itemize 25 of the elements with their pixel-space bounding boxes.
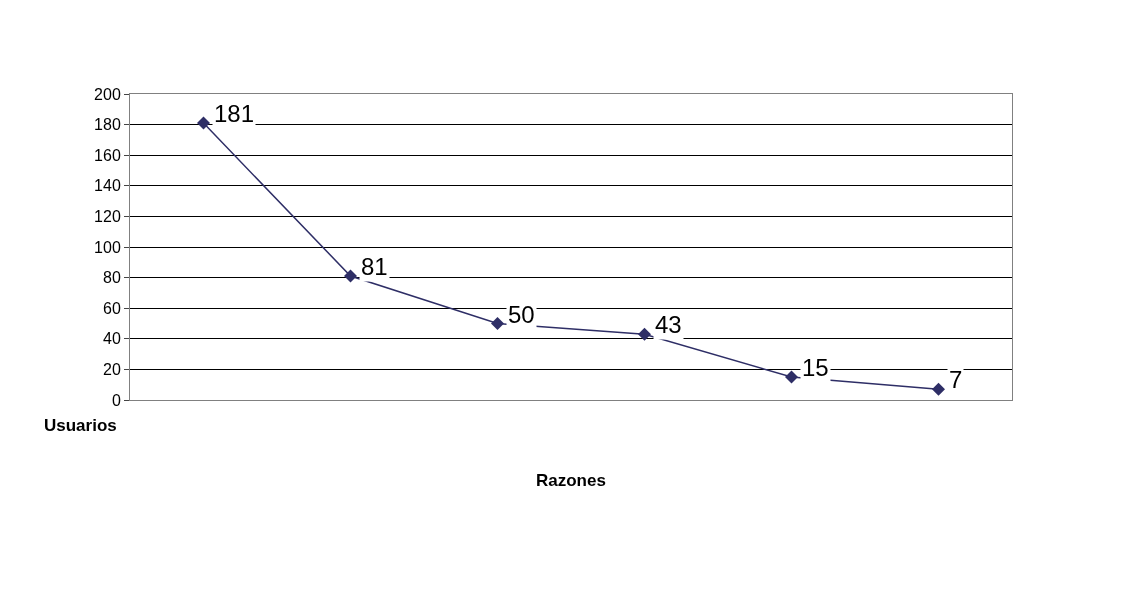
y-tick-label: 200 bbox=[94, 85, 121, 103]
y-tick-label: 80 bbox=[103, 269, 121, 287]
y-tick-label: 120 bbox=[94, 208, 121, 225]
data-label: 15 bbox=[802, 354, 829, 381]
y-tick-label: 100 bbox=[94, 238, 121, 256]
point bbox=[491, 317, 504, 330]
data-label: 50 bbox=[508, 301, 535, 328]
y-tick-label: 40 bbox=[103, 330, 121, 348]
point bbox=[638, 327, 651, 341]
data-label: 43 bbox=[655, 311, 682, 338]
y-axis-title: Usuarios bbox=[44, 416, 117, 435]
point bbox=[197, 116, 210, 130]
x-axis-title: Razones bbox=[536, 471, 606, 490]
y-tick-label: 140 bbox=[94, 177, 121, 195]
point bbox=[344, 269, 357, 283]
y-tick-label: 0 bbox=[111, 391, 121, 409]
y-tick-label: 160 bbox=[94, 146, 121, 164]
data-label: 181 bbox=[214, 100, 255, 127]
y-tick-label: 180 bbox=[94, 116, 121, 134]
point bbox=[932, 382, 945, 396]
y-tick-label: 60 bbox=[103, 299, 121, 317]
data-label: 81 bbox=[361, 253, 388, 280]
point bbox=[785, 370, 798, 384]
data-label: 7 bbox=[949, 366, 963, 393]
y-tick-label: 20 bbox=[103, 361, 121, 378]
